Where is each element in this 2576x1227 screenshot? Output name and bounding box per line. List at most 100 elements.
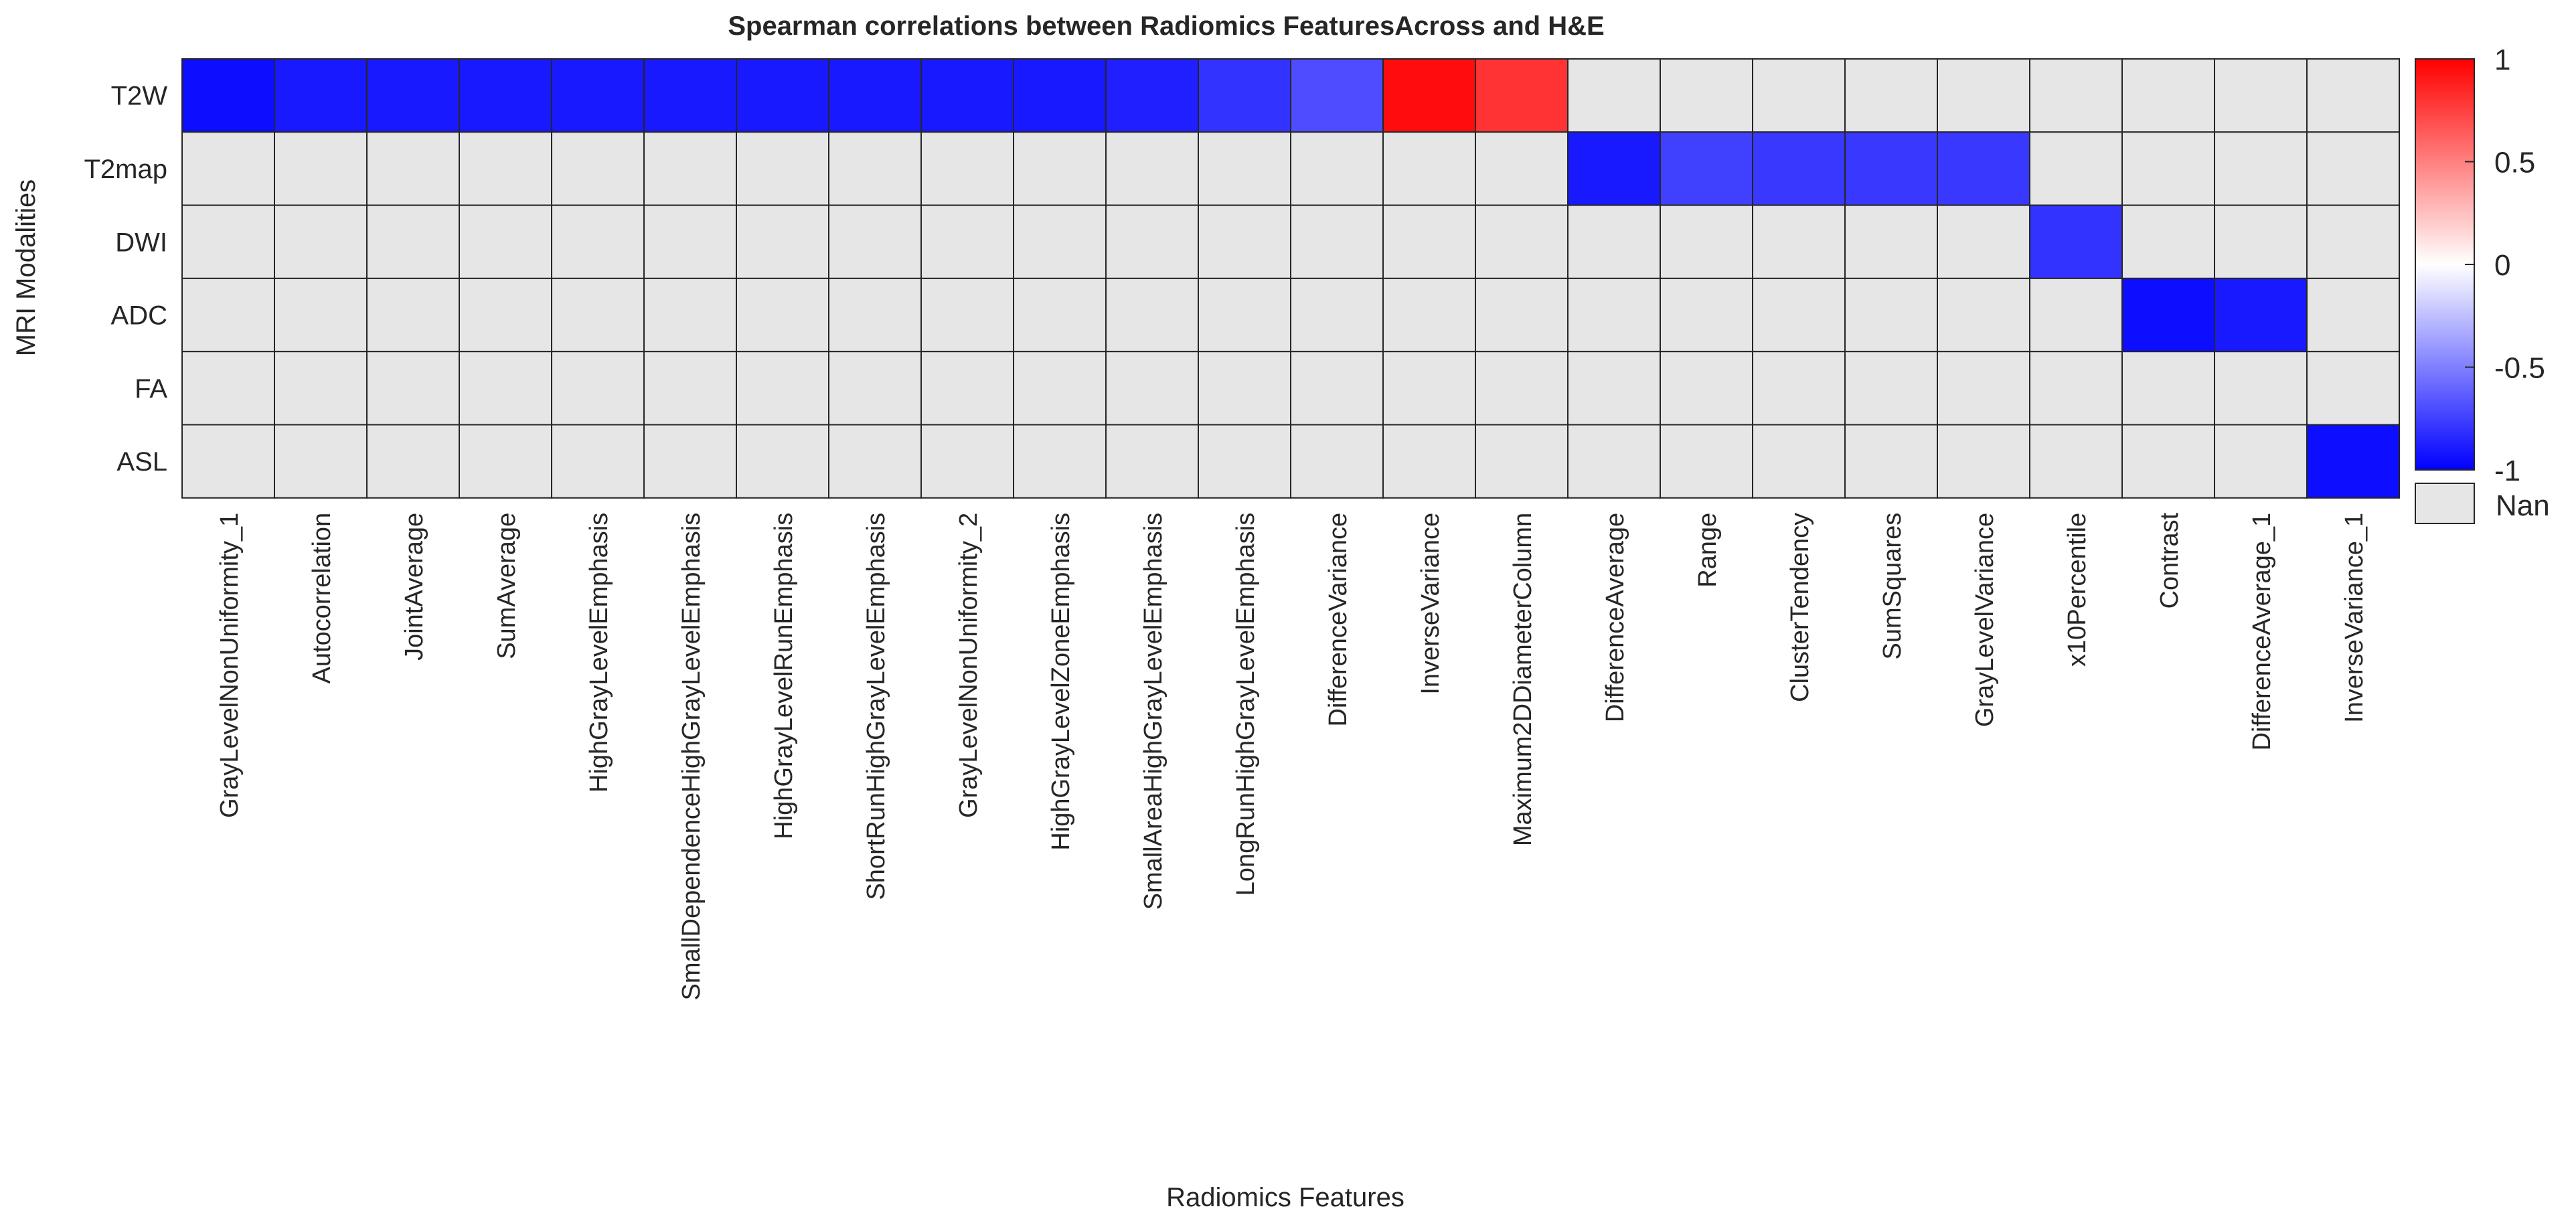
heatmap-cell <box>181 58 275 133</box>
heatmap-cell <box>643 277 737 353</box>
heatmap-cell <box>2121 277 2215 353</box>
heatmap-cell <box>2214 204 2308 279</box>
heatmap-cell <box>920 58 1014 133</box>
heatmap-cell <box>459 424 552 499</box>
heatmap-cell <box>736 131 829 206</box>
heatmap-cell <box>2029 277 2123 353</box>
heatmap-cell <box>1198 351 1291 426</box>
column-label: Contrast <box>2156 512 2184 608</box>
column-label: ShortRunHighGrayLevelEmphasis <box>862 513 890 900</box>
heatmap-cell <box>2214 351 2308 426</box>
heatmap-cell <box>551 131 645 206</box>
heatmap-cell <box>1660 204 1753 279</box>
heatmap-cell <box>736 351 829 426</box>
heatmap-cell <box>1844 204 1938 279</box>
heatmap-cell <box>2306 424 2400 499</box>
heatmap-cell <box>1475 424 1568 499</box>
heatmap-cell <box>1290 424 1384 499</box>
column-label: LongRunHighGrayLevelEmphasis <box>1232 513 1260 896</box>
heatmap-cell <box>2306 277 2400 353</box>
row-label: FA <box>135 374 167 404</box>
heatmap-cell <box>2214 58 2308 133</box>
heatmap-cell <box>1752 131 1846 206</box>
heatmap-cell <box>366 351 460 426</box>
heatmap-cell <box>736 58 829 133</box>
heatmap-cell <box>1382 204 1476 279</box>
heatmap-cell <box>1105 351 1199 426</box>
heatmap-cell <box>1290 204 1384 279</box>
column-label: ClusterTendency <box>1786 513 1814 702</box>
heatmap-cell <box>2029 58 2123 133</box>
heatmap-cell <box>1105 131 1199 206</box>
column-label: SmallDependenceHighGrayLevelEmphasis <box>677 513 706 1001</box>
heatmap-cell <box>366 277 460 353</box>
heatmap-cell <box>1937 58 2030 133</box>
column-label: SmallAreaHighGrayLevelEmphasis <box>1139 513 1168 910</box>
heatmap-cell <box>274 424 368 499</box>
heatmap-cell <box>1013 204 1107 279</box>
heatmap-cell <box>920 351 1014 426</box>
heatmap-cell <box>2214 424 2308 499</box>
heatmap-cell <box>2121 204 2215 279</box>
heatmap-cell <box>2029 351 2123 426</box>
column-label: JointAverage <box>400 513 428 661</box>
heatmap-cell <box>1567 277 1661 353</box>
heatmap-cell <box>1198 131 1291 206</box>
heatmap-cell <box>1105 424 1199 499</box>
heatmap-cell <box>1290 351 1384 426</box>
heatmap-cell <box>181 277 275 353</box>
heatmap-cell <box>1013 424 1107 499</box>
heatmap-cell <box>1198 58 1291 133</box>
row-label: T2map <box>84 155 168 184</box>
colorbar-tick-label: 0.5 <box>2494 147 2535 179</box>
heatmap-cell <box>551 351 645 426</box>
heatmap-cell <box>1105 204 1199 279</box>
heatmap-cell <box>1660 351 1753 426</box>
chart-title: Spearman correlations between Radiomics … <box>728 11 1604 41</box>
heatmap-cell <box>459 131 552 206</box>
row-label: DWI <box>115 228 167 257</box>
heatmap-cell <box>366 424 460 499</box>
heatmap-cell <box>1013 277 1107 353</box>
heatmap-cell <box>274 351 368 426</box>
heatmap-cell <box>1567 131 1661 206</box>
heatmap-cell <box>1475 277 1568 353</box>
nan-legend-swatch <box>2415 483 2475 524</box>
heatmap-cell <box>1660 424 1753 499</box>
heatmap-cell <box>1660 131 1753 206</box>
heatmap-cell <box>274 131 368 206</box>
heatmap-cell <box>1844 58 1938 133</box>
heatmap-cell <box>1844 277 1938 353</box>
heatmap-cell <box>551 277 645 353</box>
heatmap-cell <box>1290 277 1384 353</box>
heatmap-cell <box>366 131 460 206</box>
heatmap-cell <box>2121 58 2215 133</box>
heatmap-cell <box>1844 131 1938 206</box>
heatmap-cell <box>1013 58 1107 133</box>
row-label: ASL <box>116 447 167 477</box>
heatmap-cell <box>1013 351 1107 426</box>
heatmap-cell <box>1752 204 1846 279</box>
column-label: HighGrayLevelZoneEmphasis <box>1047 513 1075 851</box>
heatmap-cell <box>1105 58 1199 133</box>
heatmap-cell <box>1382 351 1476 426</box>
heatmap-cell <box>1382 58 1476 133</box>
heatmap-cell <box>181 131 275 206</box>
heatmap-cell <box>459 58 552 133</box>
heatmap-cell <box>181 351 275 426</box>
heatmap-cell <box>920 204 1014 279</box>
column-label: SumAverage <box>493 513 521 659</box>
heatmap-cell <box>828 351 922 426</box>
heatmap-cell <box>1198 424 1291 499</box>
heatmap-cell <box>1567 58 1661 133</box>
colorbar-ticks: 1 0.5 0 -0.5 -1 <box>2465 44 2545 487</box>
colorbar-tick-label: -0.5 <box>2494 352 2545 385</box>
column-label: InverseVariance_1 <box>2340 513 2368 723</box>
column-label: GrayLevelVariance <box>1971 513 1999 727</box>
heatmap-cell <box>828 58 922 133</box>
heatmap-cell <box>1382 277 1476 353</box>
row-label: ADC <box>111 301 167 331</box>
heatmap-cell <box>459 277 552 353</box>
heatmap-cell <box>1752 424 1846 499</box>
heatmap-cell <box>551 204 645 279</box>
